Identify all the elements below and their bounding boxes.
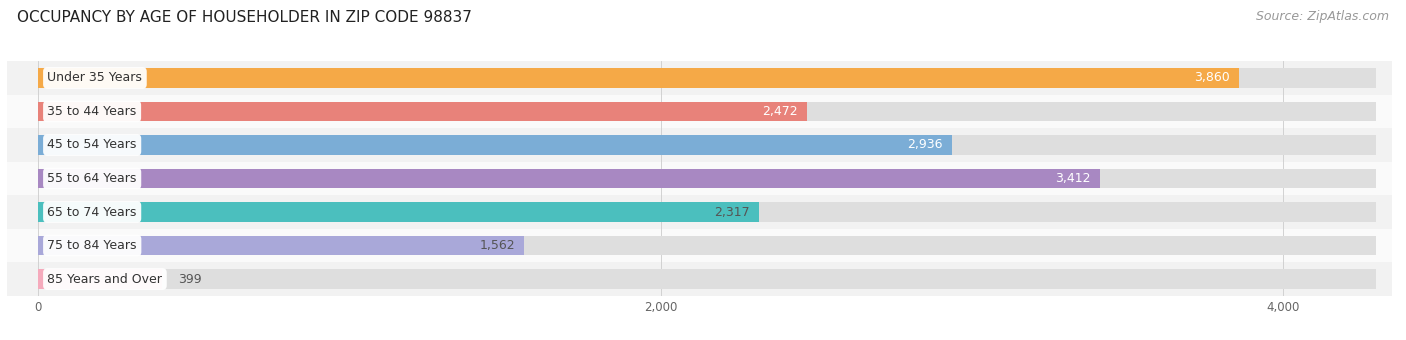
Text: 399: 399 [179, 273, 201, 286]
Text: Under 35 Years: Under 35 Years [48, 71, 142, 84]
Bar [7, 128, 1392, 162]
Bar [38, 68, 1240, 88]
Text: 85 Years and Over: 85 Years and Over [48, 273, 162, 286]
Bar [38, 236, 1376, 255]
Bar [38, 202, 1376, 222]
Text: 45 to 54 Years: 45 to 54 Years [48, 138, 136, 152]
Text: 3,860: 3,860 [1194, 71, 1230, 84]
Bar [38, 102, 807, 121]
Text: 2,936: 2,936 [907, 138, 942, 152]
Bar [7, 162, 1392, 195]
Text: 35 to 44 Years: 35 to 44 Years [48, 105, 136, 118]
Text: OCCUPANCY BY AGE OF HOUSEHOLDER IN ZIP CODE 98837: OCCUPANCY BY AGE OF HOUSEHOLDER IN ZIP C… [17, 10, 472, 25]
Text: 2,472: 2,472 [762, 105, 799, 118]
Bar [38, 269, 162, 289]
Text: Source: ZipAtlas.com: Source: ZipAtlas.com [1256, 10, 1389, 23]
Bar [38, 135, 1376, 155]
Text: 75 to 84 Years: 75 to 84 Years [48, 239, 136, 252]
Bar [7, 195, 1392, 229]
Text: 65 to 74 Years: 65 to 74 Years [48, 205, 136, 219]
Bar [38, 169, 1099, 188]
Bar [38, 102, 1376, 121]
Bar [7, 95, 1392, 128]
Bar [38, 135, 952, 155]
Bar [38, 236, 524, 255]
Bar [38, 269, 1376, 289]
Bar [38, 68, 1376, 88]
Text: 3,412: 3,412 [1054, 172, 1091, 185]
Text: 2,317: 2,317 [714, 205, 749, 219]
Bar [7, 262, 1392, 296]
Bar [38, 202, 759, 222]
Text: 1,562: 1,562 [479, 239, 515, 252]
Text: 55 to 64 Years: 55 to 64 Years [48, 172, 136, 185]
Bar [38, 169, 1376, 188]
Bar [7, 229, 1392, 262]
Bar [7, 61, 1392, 95]
